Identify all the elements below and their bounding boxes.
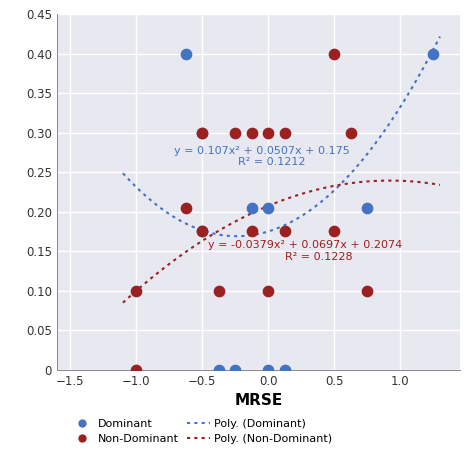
Point bbox=[281, 129, 289, 137]
Point bbox=[199, 228, 206, 235]
Point bbox=[199, 228, 206, 235]
Text: y = 0.107x² + 0.0507x + 0.175
      R² = 0.1212: y = 0.107x² + 0.0507x + 0.175 R² = 0.121… bbox=[174, 146, 349, 167]
Point bbox=[248, 228, 255, 235]
Point bbox=[182, 50, 190, 57]
Point bbox=[132, 366, 140, 374]
Point bbox=[264, 204, 272, 211]
Point bbox=[364, 287, 371, 294]
X-axis label: MRSE: MRSE bbox=[234, 393, 283, 408]
Point bbox=[231, 129, 239, 137]
Point bbox=[248, 204, 255, 211]
Point bbox=[231, 366, 239, 374]
Text: y = -0.0379x² + 0.0697x + 0.2074
        R² = 0.1228: y = -0.0379x² + 0.0697x + 0.2074 R² = 0.… bbox=[208, 240, 402, 262]
Point bbox=[199, 129, 206, 137]
Point bbox=[364, 204, 371, 211]
Point bbox=[264, 129, 272, 137]
Point bbox=[429, 50, 437, 57]
Legend: Dominant, Non-Dominant, Poly. (Dominant), Poly. (Non-Dominant): Dominant, Non-Dominant, Poly. (Dominant)… bbox=[66, 414, 337, 449]
Point bbox=[330, 50, 338, 57]
Point bbox=[330, 228, 338, 235]
Point bbox=[132, 287, 140, 294]
Point bbox=[215, 366, 222, 374]
Point bbox=[281, 228, 289, 235]
Point bbox=[215, 287, 222, 294]
Point bbox=[182, 204, 190, 211]
Point bbox=[264, 366, 272, 374]
Point bbox=[281, 366, 289, 374]
Point bbox=[199, 129, 206, 137]
Point bbox=[347, 129, 355, 137]
Point bbox=[248, 129, 255, 137]
Point bbox=[264, 287, 272, 294]
